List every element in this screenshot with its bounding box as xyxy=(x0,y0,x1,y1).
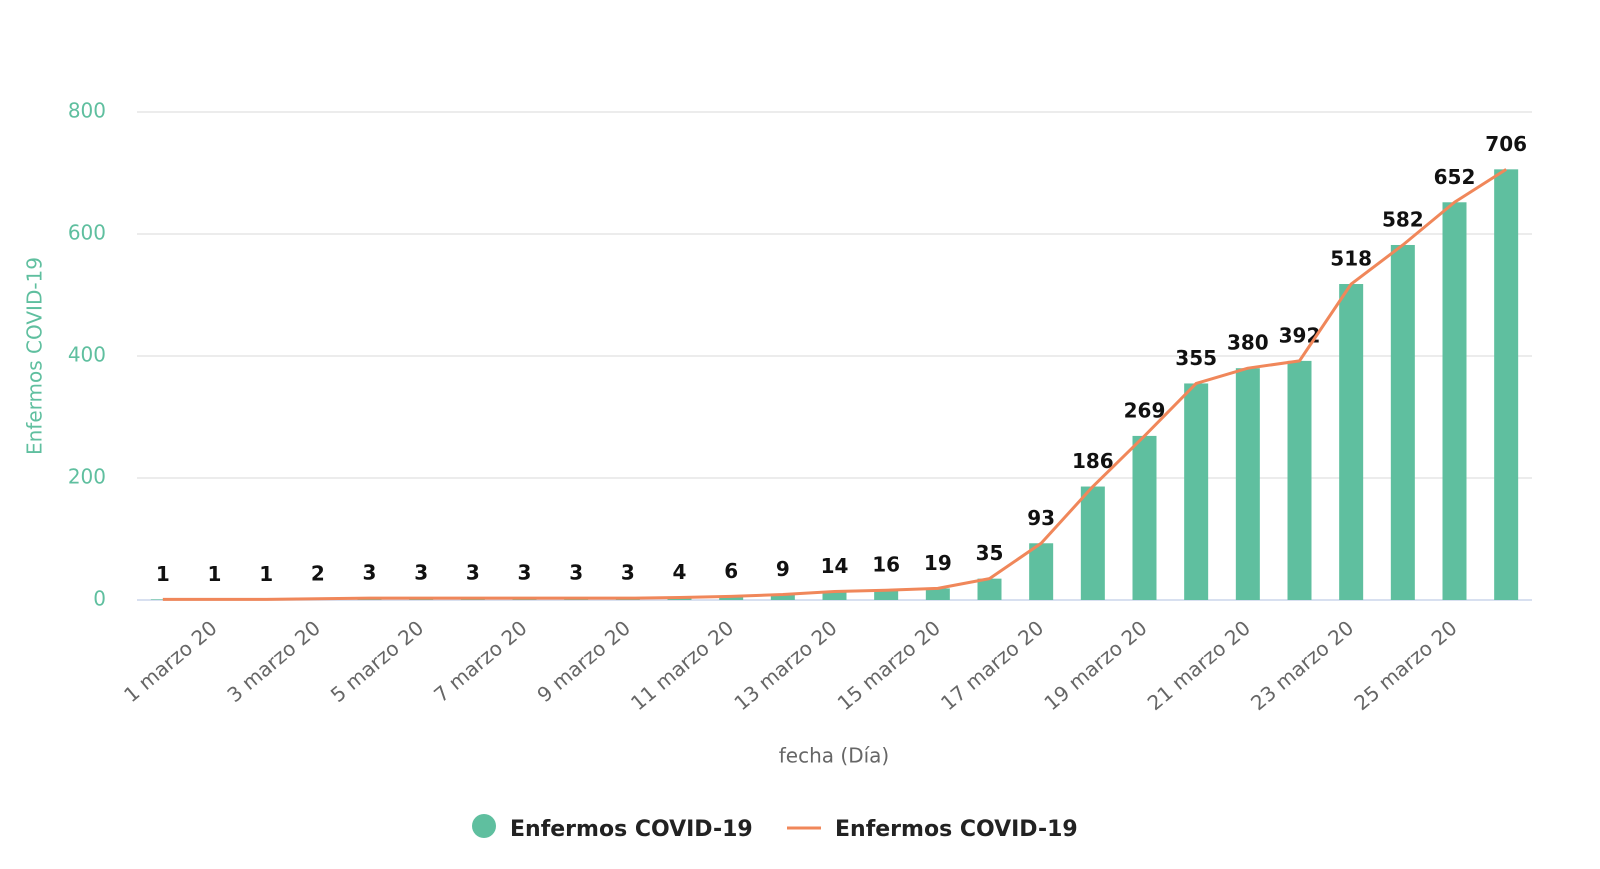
y-tick-label: 200 xyxy=(68,465,106,489)
data-label: 392 xyxy=(1279,323,1321,347)
legend-label: Enfermos COVID-19 xyxy=(835,817,1078,842)
x-tick-label: 23 marzo 20 xyxy=(1246,616,1358,716)
data-label: 706 xyxy=(1485,132,1527,156)
y-tick-label: 600 xyxy=(68,221,106,245)
data-label: 1 xyxy=(259,562,273,586)
data-label: 19 xyxy=(924,551,952,575)
bar xyxy=(1080,486,1105,600)
x-tick-label: 11 marzo 20 xyxy=(626,616,738,716)
data-label: 93 xyxy=(1027,506,1055,530)
x-tick-label: 7 marzo 20 xyxy=(429,616,531,707)
bar xyxy=(770,594,795,600)
legend-label: Enfermos COVID-19 xyxy=(510,817,753,842)
bar xyxy=(1132,435,1157,600)
x-tick-label: 19 marzo 20 xyxy=(1039,616,1151,716)
data-label: 4 xyxy=(673,560,687,584)
x-tick-label: 15 marzo 20 xyxy=(833,616,945,716)
data-label: 3 xyxy=(621,561,635,585)
data-label: 186 xyxy=(1072,449,1114,473)
bar xyxy=(1339,284,1364,600)
x-tick-label: 21 marzo 20 xyxy=(1143,616,1255,716)
data-label: 2 xyxy=(311,561,325,585)
x-tick-label: 1 marzo 20 xyxy=(119,616,221,707)
x-tick-label: 13 marzo 20 xyxy=(729,616,841,716)
y-tick-label: 800 xyxy=(68,99,106,123)
data-label: 9 xyxy=(776,557,790,581)
bar xyxy=(822,591,847,600)
data-label: 355 xyxy=(1175,346,1217,370)
y-tick-label: 400 xyxy=(68,343,106,367)
data-label: 582 xyxy=(1382,207,1424,231)
legend-marker xyxy=(472,814,496,838)
bar xyxy=(925,588,950,600)
x-tick-label: 17 marzo 20 xyxy=(936,616,1048,716)
data-label: 380 xyxy=(1227,331,1269,355)
bar xyxy=(1442,202,1467,600)
bar xyxy=(1390,244,1415,601)
data-label: 1 xyxy=(208,562,222,586)
data-label: 3 xyxy=(363,561,377,585)
data-label: 35 xyxy=(976,541,1004,565)
line xyxy=(162,168,1507,601)
data-label: 3 xyxy=(569,561,583,585)
bar xyxy=(977,578,1002,600)
data-label: 6 xyxy=(724,559,738,583)
data-label: 518 xyxy=(1330,247,1372,271)
bar xyxy=(719,596,744,600)
bar xyxy=(1235,368,1260,600)
data-label: 14 xyxy=(821,554,849,578)
x-axis-title: fecha (Día) xyxy=(779,744,889,768)
data-label: 652 xyxy=(1434,165,1476,189)
y-tick-label: 0 xyxy=(93,587,106,611)
data-label: 3 xyxy=(414,561,428,585)
bar xyxy=(1029,543,1054,600)
data-label: 3 xyxy=(518,561,532,585)
x-tick-label: 25 marzo 20 xyxy=(1349,616,1461,716)
bar xyxy=(1287,360,1312,600)
x-tick-label: 5 marzo 20 xyxy=(326,616,428,707)
bar xyxy=(1494,169,1519,600)
data-label: 16 xyxy=(872,553,900,577)
y-axis-title: Enfermos COVID-19 xyxy=(23,257,47,455)
data-label: 1 xyxy=(156,562,170,586)
x-tick-label: 3 marzo 20 xyxy=(222,616,324,707)
data-label: 269 xyxy=(1124,398,1166,422)
x-tick-label: 9 marzo 20 xyxy=(532,616,634,707)
data-label: 3 xyxy=(466,561,480,585)
bar xyxy=(874,590,899,600)
bar xyxy=(1184,383,1209,600)
